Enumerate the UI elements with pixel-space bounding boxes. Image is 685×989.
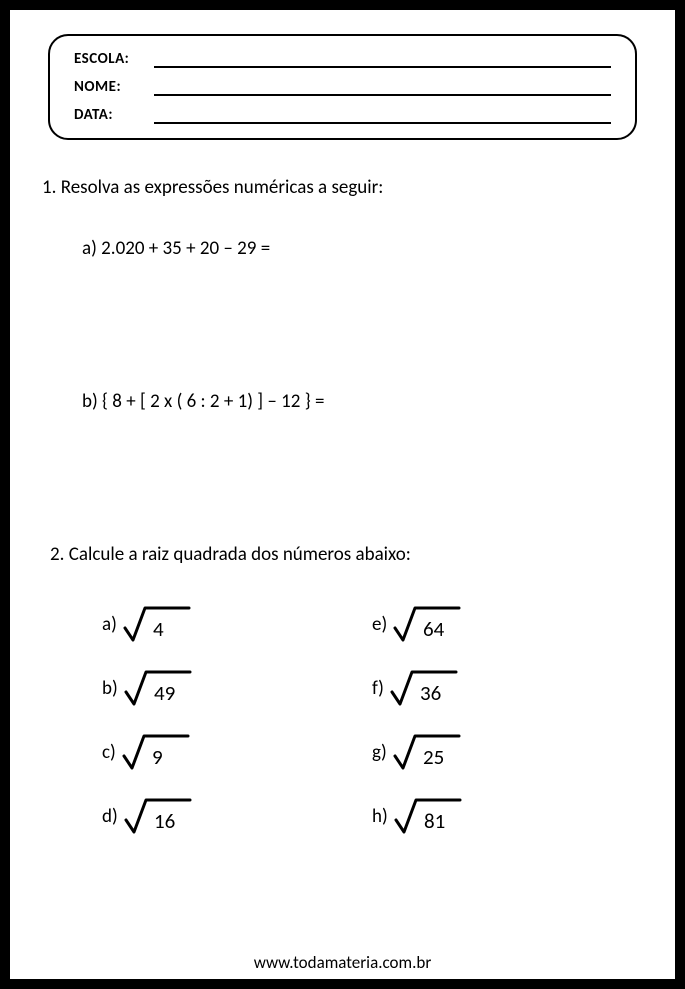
sqrt-grid: a) 4 b) 49 c) 9 d) 16 e) 64 f) 36 g) 25 … xyxy=(102,592,645,848)
sqrt-letter: b) xyxy=(102,677,118,700)
sqrt-icon: 25 xyxy=(393,730,465,774)
svg-text:64: 64 xyxy=(423,616,445,642)
sqrt-item: g) 25 xyxy=(372,720,466,784)
sqrt-letter: d) xyxy=(102,805,118,828)
sqrt-icon: 49 xyxy=(124,666,196,710)
school-row: ESCOLA: xyxy=(74,50,611,68)
school-label: ESCOLA: xyxy=(74,50,138,68)
date-label: DATA: xyxy=(74,106,138,124)
sqrt-letter: e) xyxy=(372,613,387,636)
date-line[interactable] xyxy=(154,108,611,124)
sqrt-item: h) 81 xyxy=(372,784,466,848)
sqrt-letter: g) xyxy=(372,741,387,764)
svg-text:9: 9 xyxy=(152,744,163,770)
sqrt-icon: 81 xyxy=(394,794,466,838)
sqrt-letter: f) xyxy=(372,677,384,700)
student-info-box: ESCOLA: NOME: DATA: xyxy=(48,34,637,140)
sqrt-item: a) 4 xyxy=(102,592,372,656)
question-2-title: 2. Calcule a raiz quadrada dos números a… xyxy=(50,543,645,566)
sqrt-col-left: a) 4 b) 49 c) 9 d) 16 xyxy=(102,592,372,848)
question-1a: a) 2.020 + 35 + 20 – 29 = xyxy=(82,237,645,260)
svg-text:25: 25 xyxy=(423,744,444,770)
sqrt-icon: 4 xyxy=(123,602,195,646)
sqrt-item: b) 49 xyxy=(102,656,372,720)
svg-text:49: 49 xyxy=(154,680,175,706)
name-row: NOME: xyxy=(74,78,611,96)
date-row: DATA: xyxy=(74,106,611,124)
svg-text:81: 81 xyxy=(424,808,445,834)
school-line[interactable] xyxy=(154,52,611,68)
name-label: NOME: xyxy=(74,78,138,96)
sqrt-item: f) 36 xyxy=(372,656,466,720)
sqrt-item: e) 64 xyxy=(372,592,466,656)
question-1-title: 1. Resolva as expressões numéricas a seg… xyxy=(42,176,645,199)
question-1b: b) { 8 + [ 2 x ( 6 : 2 + 1) ] – 12 } = xyxy=(82,390,645,413)
sqrt-icon: 16 xyxy=(124,794,196,838)
svg-text:16: 16 xyxy=(154,808,175,834)
sqrt-icon: 36 xyxy=(390,666,462,710)
sqrt-icon: 64 xyxy=(393,602,465,646)
svg-text:36: 36 xyxy=(420,680,441,706)
sqrt-icon: 9 xyxy=(122,730,194,774)
worksheet-page: ESCOLA: NOME: DATA: 1. Resolva as expres… xyxy=(0,0,685,989)
sqrt-col-right: e) 64 f) 36 g) 25 h) 81 xyxy=(372,592,466,848)
sqrt-item: d) 16 xyxy=(102,784,372,848)
sqrt-letter: h) xyxy=(372,805,388,828)
sqrt-letter: a) xyxy=(102,613,117,636)
name-line[interactable] xyxy=(154,80,611,96)
svg-text:4: 4 xyxy=(153,616,164,642)
footer-url: www.todamateria.com.br xyxy=(10,952,675,973)
sqrt-item: c) 9 xyxy=(102,720,372,784)
sqrt-letter: c) xyxy=(102,741,116,764)
